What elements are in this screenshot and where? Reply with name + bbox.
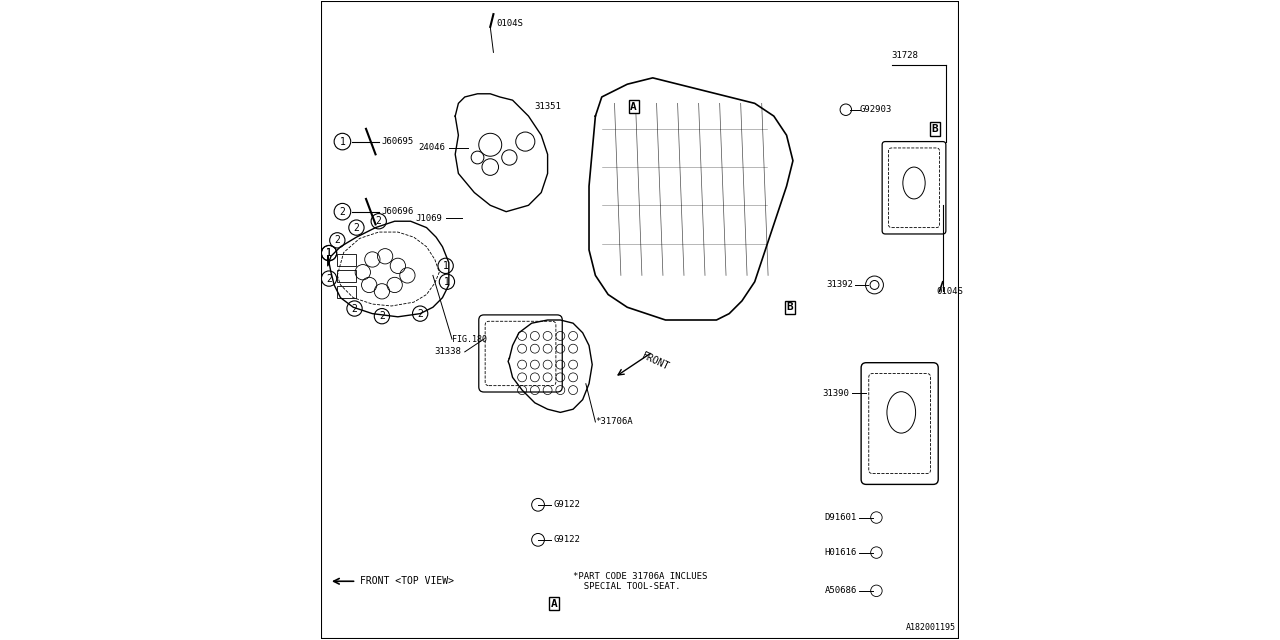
- Text: G9122: G9122: [554, 500, 581, 509]
- Text: 1: 1: [443, 261, 448, 271]
- Text: D91601: D91601: [824, 513, 856, 522]
- Text: G9122: G9122: [554, 535, 581, 545]
- Text: *31706A: *31706A: [595, 417, 634, 426]
- Text: FRONT: FRONT: [640, 351, 671, 372]
- Text: A: A: [630, 102, 637, 111]
- Text: B: B: [786, 302, 794, 312]
- Text: 2: 2: [379, 311, 385, 321]
- Text: 2: 2: [353, 223, 360, 232]
- Text: *PART CODE 31706A INCLUES
  SPECIAL TOOL-SEAT.: *PART CODE 31706A INCLUES SPECIAL TOOL-S…: [573, 572, 708, 591]
- Text: A182001195: A182001195: [905, 623, 955, 632]
- Text: 31338: 31338: [435, 348, 462, 356]
- Text: J1069: J1069: [416, 214, 443, 223]
- Text: FRONT <TOP VIEW>: FRONT <TOP VIEW>: [360, 576, 453, 586]
- Text: 1: 1: [444, 276, 449, 287]
- Bar: [338, 286, 356, 298]
- Text: 2: 2: [326, 273, 332, 284]
- Text: 2: 2: [376, 216, 381, 226]
- Text: 31351: 31351: [535, 102, 562, 111]
- Text: 24046: 24046: [419, 143, 445, 152]
- Text: 2: 2: [334, 236, 340, 245]
- Text: J60696: J60696: [381, 207, 415, 216]
- Text: 2: 2: [352, 303, 357, 314]
- Text: 2: 2: [339, 207, 346, 217]
- Bar: [338, 254, 356, 266]
- Text: H01616: H01616: [824, 548, 856, 557]
- Text: A50686: A50686: [824, 586, 856, 595]
- Text: FIG.180: FIG.180: [452, 335, 486, 344]
- Text: 1: 1: [326, 248, 332, 258]
- Bar: [338, 270, 356, 282]
- Text: 0104S: 0104S: [936, 287, 963, 296]
- Text: 31728: 31728: [892, 51, 919, 60]
- Text: 31392: 31392: [827, 280, 854, 289]
- Text: 1: 1: [326, 248, 332, 258]
- Text: 1: 1: [339, 136, 346, 147]
- Text: 2: 2: [417, 308, 424, 319]
- Text: B: B: [932, 124, 938, 134]
- Text: G92903: G92903: [860, 105, 892, 114]
- Text: 0104S: 0104S: [497, 19, 524, 28]
- Text: J60695: J60695: [381, 137, 415, 146]
- Text: 31390: 31390: [822, 388, 849, 398]
- Text: A: A: [550, 598, 557, 609]
